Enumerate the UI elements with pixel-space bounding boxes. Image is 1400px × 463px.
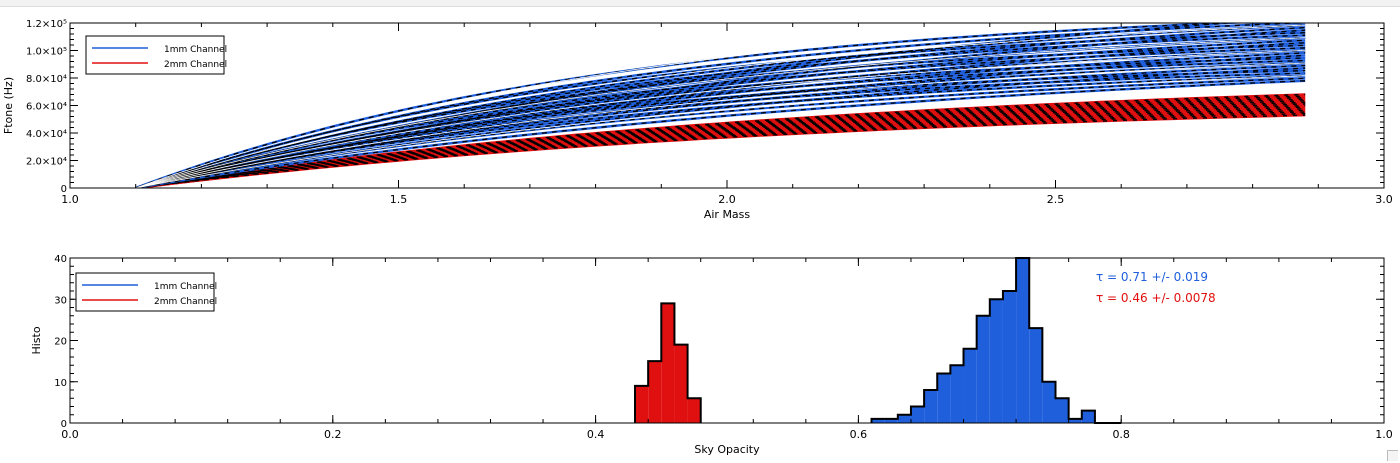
curve-1mm-channel-overlay xyxy=(135,52,1306,188)
histogram-bar xyxy=(1068,418,1082,423)
histogram-outline xyxy=(870,257,1122,424)
top-y-tick-label: 1.2×10⁵ xyxy=(26,19,67,30)
top-x-axis-title: Air Mass xyxy=(704,208,751,221)
histogram-bar xyxy=(674,344,688,423)
curve-1mm-channel-overlay xyxy=(135,77,1306,188)
top-plot-area xyxy=(135,23,1306,188)
bottom-legend-label: 2mm Channel xyxy=(154,297,217,307)
curve-1mm-channel-overlay xyxy=(135,44,1306,188)
curve-1mm-channel-highlight xyxy=(135,75,1306,188)
curve-1mm-channel-highlight xyxy=(135,23,1112,188)
window-top-band xyxy=(0,0,1400,7)
histogram-1mm-channel xyxy=(870,257,1122,424)
curve-1mm-channel-overlay xyxy=(135,23,1236,188)
tau-annotation: τ = 0.71 +/- 0.019 xyxy=(1096,270,1208,284)
bottom-x-tick-label: 0.0 xyxy=(61,428,79,441)
top-x-tick-label: 1.0 xyxy=(61,193,79,206)
top-y-axis-title: Ftone (Hz) xyxy=(2,77,15,134)
resize-grip[interactable] xyxy=(1387,450,1398,461)
curve-1mm-channel-overlay xyxy=(135,32,1306,188)
bottom-y-tick-label: 40 xyxy=(54,254,67,265)
histogram-bar xyxy=(648,361,662,423)
histogram-bar xyxy=(1081,410,1095,423)
top-y-tick-label: 6.0×10⁴ xyxy=(26,102,67,113)
top-y-tick-label: 1.0×10⁵ xyxy=(26,47,67,58)
curve-1mm-channel-overlay xyxy=(135,72,1306,188)
top-y-tick-label: 8.0×10⁴ xyxy=(26,74,67,85)
bottom-legend-box xyxy=(75,272,215,312)
bottom-x-tick-label: 1.0 xyxy=(1375,428,1393,441)
histogram-bar xyxy=(924,390,938,423)
curve-1mm-channel-highlight xyxy=(135,62,1306,188)
bottom-y-tick-label: 10 xyxy=(54,378,67,389)
histogram-bar xyxy=(963,348,977,423)
bottom-x-tick-label: 0.4 xyxy=(587,428,605,441)
histogram-bar xyxy=(884,418,898,423)
curve-2mm-channel-overlay xyxy=(135,93,1306,188)
top-legend-label: 1mm Channel xyxy=(164,45,227,55)
bottom-x-tick-label: 0.6 xyxy=(850,428,868,441)
histogram-bar xyxy=(1029,328,1043,423)
curve-1mm-channel-overlay xyxy=(135,62,1306,188)
curve-1mm-channel-highlight xyxy=(135,37,1306,188)
series-1mm-channel-curves xyxy=(135,23,1306,188)
series-2mm-channel-curves xyxy=(135,93,1306,188)
histogram-bar xyxy=(989,299,1003,423)
histogram-bar xyxy=(910,406,925,423)
curve-1mm-channel-overlay xyxy=(135,54,1306,188)
curve-2mm-channel-overlay xyxy=(135,111,1306,188)
top-x-tick-label: 1.5 xyxy=(390,193,408,206)
bottom-x-tick-label: 0.2 xyxy=(324,428,342,441)
curve-1mm-channel-overlay xyxy=(135,42,1306,188)
curve-1mm-channel-overlay xyxy=(135,39,1306,188)
bottom-y-tick-label: 0 xyxy=(61,419,67,430)
histogram-outline xyxy=(634,302,702,423)
histogram-bar xyxy=(937,373,951,423)
curve-2mm-channel-overlay xyxy=(135,106,1306,188)
bottom-x-axis-title: Sky Opacity xyxy=(694,443,760,456)
top-y-tick-label: 0 xyxy=(61,184,67,195)
histogram-bar xyxy=(1002,291,1017,423)
histogram-2mm-channel xyxy=(634,302,702,423)
histogram-bar xyxy=(687,398,701,423)
curve-1mm-channel xyxy=(135,79,1306,188)
top-x-tick-label: 3.0 xyxy=(1375,193,1393,206)
histogram-bar xyxy=(661,303,675,423)
curve-1mm-channel-overlay xyxy=(135,23,1243,188)
opacity-histogram: 0.0 0.2 0.4 0.6 0.8 1.0 0 10 20 30 40 Sky Opacity Hi… xyxy=(30,254,1393,456)
top-y-tick-label: 4.0×10⁴ xyxy=(26,129,67,140)
top-y-tick-label: 2.0×10⁴ xyxy=(26,157,67,168)
curve-1mm-channel-overlay xyxy=(135,23,1306,188)
curve-1mm-channel-highlight xyxy=(135,50,1306,188)
tau-annotation: τ = 0.46 +/- 0.0078 xyxy=(1096,291,1216,305)
curve-1mm-channel-overlay xyxy=(135,29,1306,188)
top-legend-label: 2mm Channel xyxy=(164,60,227,70)
curve-1mm-channel-overlay xyxy=(135,64,1306,188)
bottom-y-tick-label: 20 xyxy=(54,337,67,348)
bottom-x-tick-label: 0.8 xyxy=(1112,428,1130,441)
histogram-bar xyxy=(635,385,649,423)
airmass-plot: 1.0 1.5 2.0 2.5 3.0 0 2.0×10⁴ 4.0×10⁴ 6.0×10⁴ 8.0… xyxy=(2,19,1393,221)
histogram-bar xyxy=(871,418,885,423)
histogram-bar xyxy=(1016,258,1030,423)
top-legend-box xyxy=(85,35,225,75)
bottom-legend-label: 1mm Channel xyxy=(154,282,217,292)
curve-1mm-channel-highlight xyxy=(135,24,1306,188)
top-x-tick-label: 2.5 xyxy=(1047,193,1065,206)
curve-2mm-channel-overlay xyxy=(135,100,1306,188)
histogram-bar xyxy=(950,365,964,423)
curve-1mm-channel-overlay xyxy=(135,59,1306,188)
bottom-y-tick-label: 30 xyxy=(54,295,67,306)
curve-1mm-channel-overlay xyxy=(135,24,1306,188)
top-x-tick-label: 2.0 xyxy=(718,193,736,206)
histogram-bar xyxy=(1042,381,1056,423)
histogram-bar xyxy=(1055,398,1069,423)
curve-1mm-channel-overlay xyxy=(135,34,1306,188)
histogram-bar xyxy=(897,414,911,423)
histogram-bar xyxy=(976,315,990,423)
bottom-y-axis-title: Histo xyxy=(30,326,43,354)
curve-2mm-channel-overlay xyxy=(135,98,1306,188)
